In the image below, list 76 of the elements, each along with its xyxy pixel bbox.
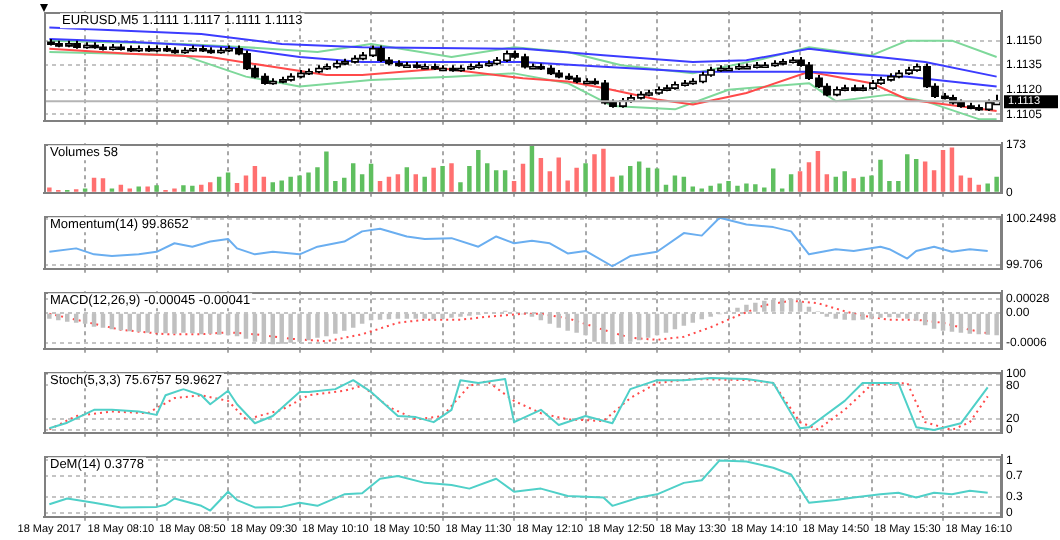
bar [717,183,722,192]
bar [735,185,740,192]
bar [493,170,499,192]
bar [806,162,812,192]
bar [190,185,195,192]
bar [413,174,418,192]
bar [842,171,847,192]
bar [136,186,141,192]
bar [547,171,553,192]
bar [502,170,508,192]
bar [583,163,588,192]
bar [467,166,472,192]
bar [985,183,990,192]
bar [878,159,883,192]
bar [556,157,561,192]
bar [431,167,436,192]
bar [797,171,803,192]
bar [851,178,856,192]
bar [815,151,821,192]
bar [610,176,615,192]
bar [199,184,204,192]
bar [458,182,463,192]
bar [359,174,365,192]
bar [449,163,454,192]
bar [887,181,892,192]
bar [511,181,517,192]
bar [279,180,284,192]
bar [350,163,356,192]
bar [940,149,946,192]
bar [324,151,329,192]
bar [485,163,490,192]
bar [753,184,758,192]
bar [788,174,794,192]
bar [994,176,999,192]
bar [225,172,231,192]
bar [315,167,320,192]
bar [234,183,240,192]
bar [422,176,427,192]
bar [476,149,481,192]
bar [726,181,731,192]
bar [913,159,919,192]
bar [574,167,579,192]
bar [252,166,258,192]
bar [181,185,186,192]
bar [905,154,910,192]
bar [619,175,624,192]
bar [824,174,830,192]
bar [145,186,150,192]
bar [744,183,749,192]
bar [601,148,606,192]
bar [896,181,901,192]
bar [368,163,374,192]
bar [860,176,865,192]
bar [628,166,633,192]
bar [270,182,276,192]
bar [288,176,293,192]
bar [869,175,874,192]
bar [931,170,937,192]
bar [949,147,955,192]
bar [520,163,526,192]
bar [306,172,311,192]
bar [333,181,338,192]
bar [440,166,445,192]
bar [377,181,383,192]
bar [207,182,213,192]
bar [395,174,401,192]
bar [690,186,696,192]
bar [538,157,544,192]
bar [404,167,410,192]
bar [565,180,570,192]
bar [342,177,347,192]
bar [154,185,159,192]
bar [297,175,302,192]
bar [708,185,713,192]
bar [592,154,597,192]
bar [100,178,106,192]
